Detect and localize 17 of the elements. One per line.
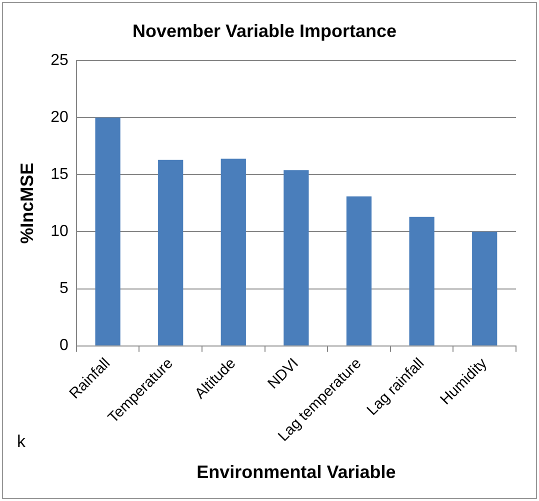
y-axis-title: %IncMSE bbox=[16, 162, 37, 244]
y-tick-label: 25 bbox=[50, 52, 68, 70]
text: k bbox=[17, 432, 26, 451]
bar bbox=[409, 216, 434, 346]
y-tick-label: 20 bbox=[50, 109, 68, 126]
y-tick-label: 10 bbox=[50, 223, 68, 240]
bar bbox=[220, 158, 246, 346]
bar bbox=[472, 232, 498, 346]
y-tick-label: 0 bbox=[59, 337, 68, 354]
y-tick-label: 5 bbox=[59, 280, 68, 298]
bar bbox=[158, 160, 184, 346]
x-axis-title: Environmental Variable bbox=[196, 462, 396, 482]
chart-title: November Variable Importance bbox=[132, 20, 397, 41]
bar bbox=[346, 196, 372, 346]
bar bbox=[284, 170, 309, 346]
bar bbox=[95, 118, 120, 346]
y-tick-label: 15 bbox=[50, 166, 68, 184]
